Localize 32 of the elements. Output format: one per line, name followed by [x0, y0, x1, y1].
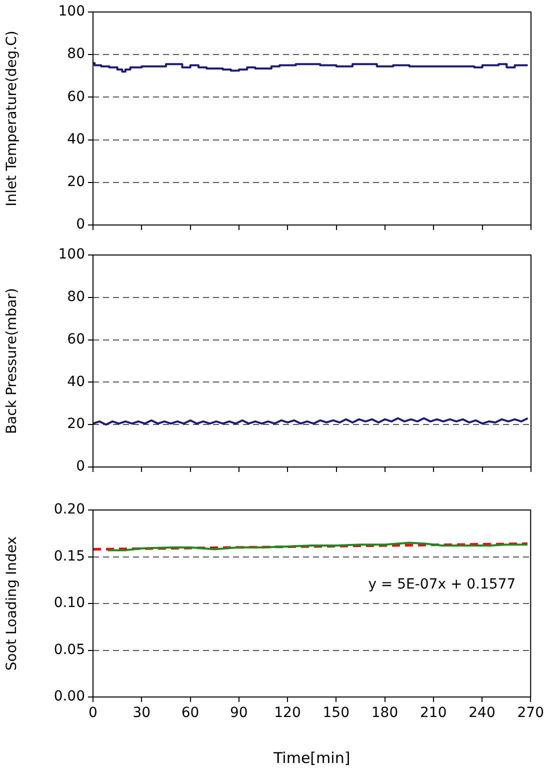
y-tick-label: 60: [67, 331, 85, 348]
x-tick-label: 60: [181, 705, 200, 722]
y-tick-label: 40: [67, 374, 85, 390]
y-tick-label: 0.20: [54, 502, 85, 518]
y-tick-label: 0: [76, 216, 85, 233]
y-axis-title: Soot Loading Index: [4, 536, 20, 671]
y-tick-label: 80: [67, 46, 85, 62]
y-tick-label: 60: [67, 88, 85, 105]
x-axis-title: Time[min]: [272, 748, 350, 767]
y-tick-label: 100: [58, 4, 85, 20]
y-tick-label: 40: [67, 131, 85, 148]
x-tick-label: 0: [88, 705, 98, 722]
y-tick-label: 20: [67, 174, 85, 190]
annotation: y = 5E-07x + 0.1577: [368, 576, 516, 592]
y-tick-label: 20: [67, 416, 85, 432]
x-tick-label: 180: [371, 705, 398, 722]
y-axis-title: Inlet Temperature(deg.C): [4, 30, 20, 206]
x-tick-label: 240: [468, 705, 496, 722]
y-tick-label: 0.10: [54, 595, 85, 612]
x-tick-label: 210: [420, 705, 447, 722]
y-axis-title: Back Pressure(mbar): [4, 288, 20, 434]
x-tick-label: 90: [230, 705, 248, 722]
y-tick-label: 0.15: [54, 548, 85, 564]
y-tick-label: 0: [76, 458, 85, 475]
x-tick-label: 120: [274, 705, 301, 722]
y-tick-label: 80: [67, 289, 85, 306]
x-tick-label: 30: [132, 705, 151, 722]
y-tick-label: 0.00: [54, 688, 85, 705]
x-tick-label: 270: [517, 705, 544, 722]
y-tick-label: 100: [58, 246, 85, 263]
y-tick-label: 0.05: [54, 642, 85, 658]
x-tick-label: 150: [322, 705, 350, 722]
